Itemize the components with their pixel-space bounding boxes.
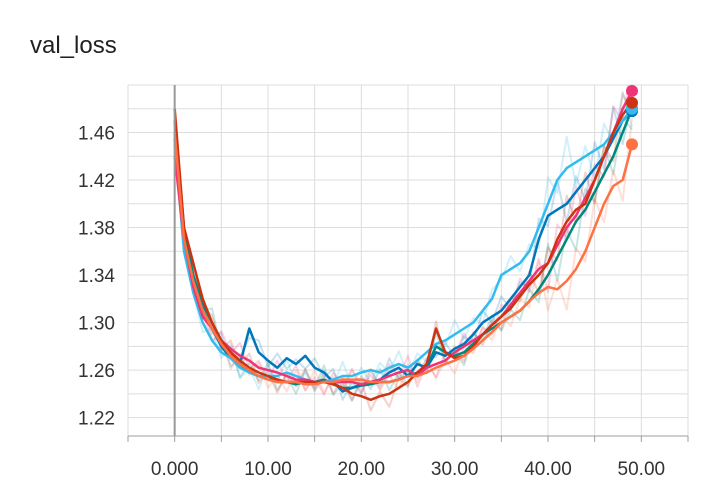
series-lines: [173, 90, 634, 402]
series-line: [173, 108, 633, 384]
y-tick-label: 1.42: [78, 171, 115, 192]
series-line: [173, 132, 634, 386]
raw-series-line: [173, 100, 633, 401]
x-tick-label: 30.00: [431, 459, 479, 480]
y-tick-label: 1.46: [78, 124, 115, 145]
series-line: [173, 102, 633, 402]
y-tick-label: 1.38: [78, 219, 115, 240]
series-end-marker: [626, 138, 638, 151]
x-tick-label: 10.00: [244, 459, 292, 480]
x-tick-label: 20.00: [338, 459, 386, 480]
y-tick-label: 1.22: [78, 409, 115, 430]
axes: [127, 85, 689, 442]
series-line: [173, 90, 634, 386]
y-tick-label: 1.26: [78, 361, 115, 382]
series-end-markers: [626, 84, 638, 151]
tick-labels: 0.000 10.00 20.00 30.00 40.00 50.00 1.22 1.26 1.…: [78, 124, 665, 480]
x-tick-label: 50.00: [618, 459, 666, 480]
series-end-marker: [626, 84, 638, 97]
series-end-marker: [626, 96, 638, 109]
chart-title: val_loss: [30, 32, 117, 59]
y-tick-label: 1.34: [78, 266, 115, 287]
x-tick-label: 40.00: [524, 459, 572, 480]
x-tick-label: 0.000: [151, 459, 199, 480]
y-tick-label: 1.30: [78, 314, 115, 335]
